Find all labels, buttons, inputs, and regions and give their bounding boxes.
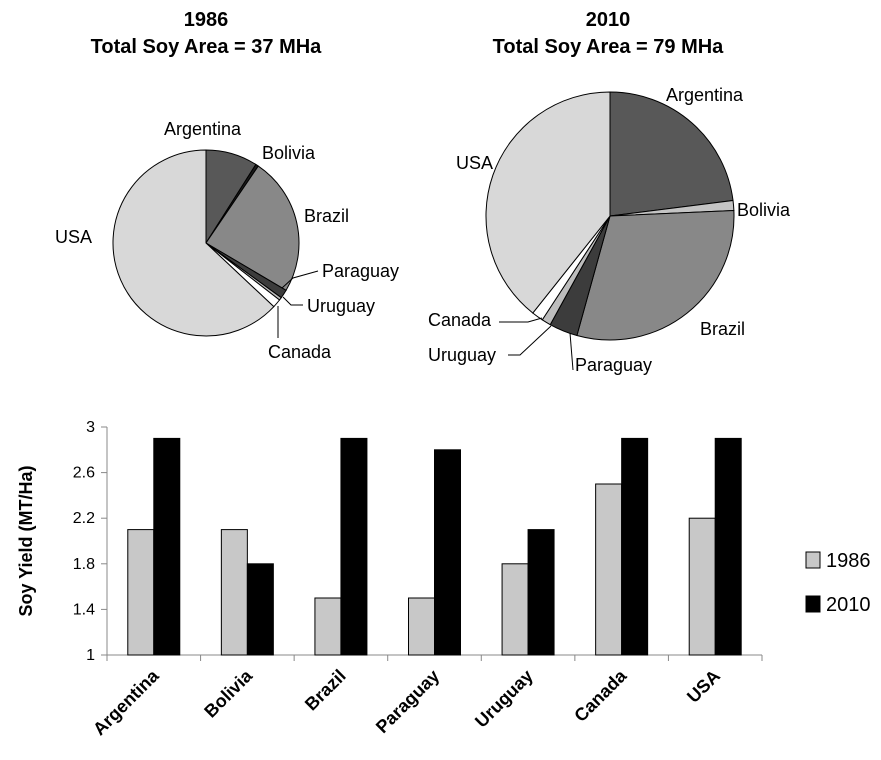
bar-argentina-2010	[153, 437, 181, 656]
pie-1986-label-paraguay: Paraguay	[322, 261, 399, 281]
pie-1986-label-usa: USA	[55, 227, 92, 247]
bar-chart: 1 1.4 1.8 2.2 2.6 3 Argentina Bolivia Brazil Para…	[73, 419, 763, 739]
pie-1986-label-bolivia: Bolivia	[262, 143, 316, 163]
pie-2010-label-usa: USA	[456, 153, 493, 173]
pie-2010-label-bolivia: Bolivia	[737, 200, 791, 220]
pie-1986-label-canada: Canada	[268, 342, 332, 362]
bar-usa-2010	[714, 437, 742, 656]
leader-1986-uruguay	[282, 296, 303, 306]
pie-2010-leaders	[499, 317, 574, 371]
bar-x-label-argentina: Argentina	[89, 665, 163, 739]
pie-2010-slice-brazil	[576, 210, 735, 341]
pie-2010-label-argentina: Argentina	[666, 85, 744, 105]
bar-y-tick-label: 2.6	[73, 465, 95, 482]
pie-1986-label-argentina: Argentina	[164, 119, 242, 139]
bar-x-label-paraguay: Paraguay	[372, 666, 443, 737]
leader-2010-canada	[499, 317, 543, 323]
bar-canada-1986	[595, 483, 623, 656]
legend-label-2010: 2010	[826, 594, 871, 616]
bar-x-label-brazil: Brazil	[301, 666, 350, 715]
pie-1986-label-uruguay: Uruguay	[307, 296, 375, 316]
pie-2010-label-paraguay: Paraguay	[575, 355, 652, 375]
pie-2010-subtitle: Total Soy Area = 79 MHa	[493, 36, 725, 58]
pie-1986-slice-usa	[112, 149, 275, 337]
pie-2010	[485, 91, 735, 341]
pie-2010-label-brazil: Brazil	[700, 319, 745, 339]
bar-x-label-bolivia: Bolivia	[200, 665, 257, 722]
bar-x-label-uruguay: Uruguay	[471, 666, 537, 732]
bar-x-label-usa: USA	[683, 666, 724, 707]
bar-y-tick-label: 1	[86, 647, 95, 664]
pie-2010-label-canada: Canada	[428, 310, 492, 330]
bar-y-tick-label: 1.8	[73, 556, 95, 573]
bar-brazil-2010	[340, 437, 368, 656]
bar-paraguay-1986	[408, 597, 435, 656]
legend-swatch-2010	[805, 595, 821, 613]
pie-1986	[112, 149, 300, 337]
pie-1986-title: 1986	[184, 9, 229, 31]
pie-2010-label-uruguay: Uruguay	[428, 345, 496, 365]
bar-y-axis-title: Soy Yield (MT/Ha)	[16, 465, 36, 616]
bar-brazil-1986	[314, 597, 342, 656]
pie-1986-leaders	[277, 270, 319, 338]
bar-legend: 1986 2010	[805, 550, 871, 616]
pie-1986-subtitle: Total Soy Area = 37 MHa	[91, 36, 323, 58]
bar-paraguay-2010	[434, 449, 461, 656]
bar-bolivia-2010	[246, 563, 274, 656]
bar-y-tick-label: 1.4	[73, 601, 95, 618]
bar-bolivia-1986	[220, 529, 248, 656]
pie-2010-slice-argentina	[609, 91, 734, 217]
bar-uruguay-1986	[501, 563, 529, 656]
legend-swatch-1986	[805, 551, 821, 569]
bar-y-tick-label: 2.2	[73, 510, 95, 527]
bar-x-label-canada: Canada	[570, 665, 631, 726]
bar-canada-2010	[621, 437, 649, 656]
pie-2010-slice-usa	[485, 91, 611, 314]
pie-1986-label-brazil: Brazil	[304, 206, 349, 226]
bar-y-tick-label: 3	[86, 419, 95, 436]
leader-1986-paraguay	[281, 270, 319, 289]
bar-usa-1986	[688, 517, 716, 656]
bar-uruguay-2010	[527, 529, 555, 656]
legend-label-1986: 1986	[826, 550, 871, 572]
leader-2010-paraguay	[569, 332, 574, 371]
bar-argentina-1986	[127, 529, 155, 656]
leader-2010-uruguay	[508, 325, 552, 356]
pie-2010-title: 2010	[586, 9, 631, 31]
